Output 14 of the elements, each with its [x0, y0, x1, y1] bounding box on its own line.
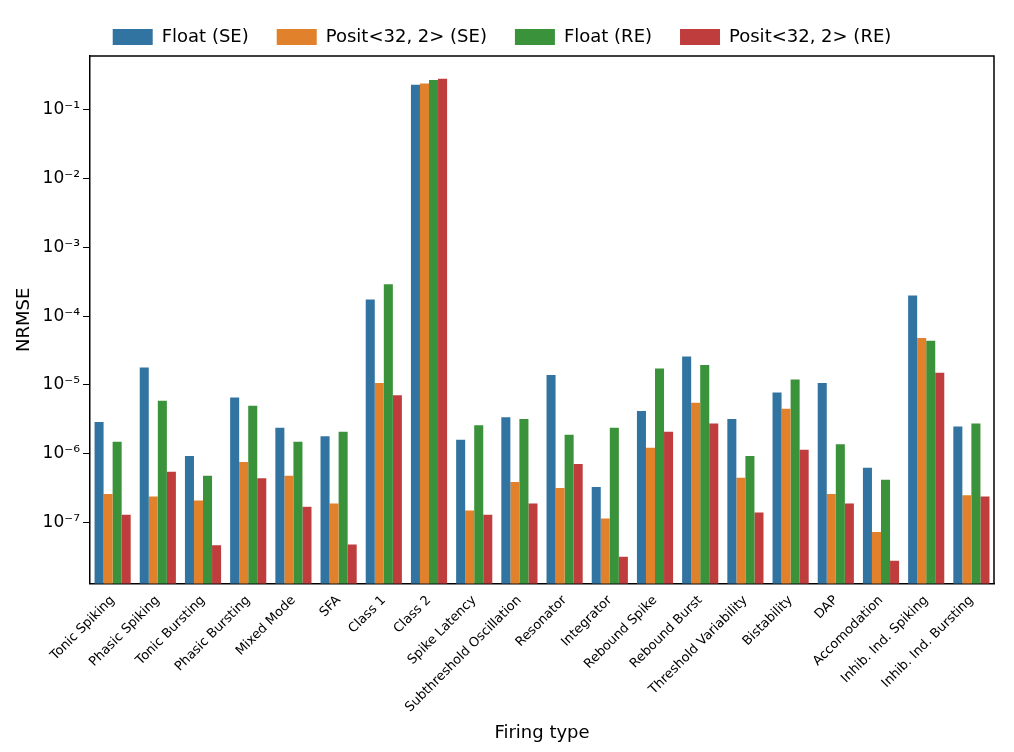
y-tick-label: 10⁻⁵	[42, 373, 81, 394]
y-tick-label: 10⁻¹	[42, 98, 81, 118]
x-axis-title: Firing type	[494, 720, 590, 742]
y-tick-label: 10⁻⁷	[42, 511, 81, 532]
legend-label: Posit<32, 2> (SE)	[325, 24, 487, 46]
y-tick-label: 10⁻⁶	[42, 442, 81, 463]
y-tick-label: 10⁻⁴	[42, 304, 81, 325]
y-tick-label: 10⁻³	[42, 235, 81, 256]
y-tick-label: 10⁻²	[42, 166, 81, 187]
y-axis-title: NRMSE	[12, 287, 34, 352]
legend-label: Float (SE)	[161, 24, 249, 46]
legend-label: Float (RE)	[563, 24, 653, 46]
legend-label: Posit<32, 2> (RE)	[729, 24, 892, 46]
x-tick-label: SFA	[315, 592, 344, 620]
